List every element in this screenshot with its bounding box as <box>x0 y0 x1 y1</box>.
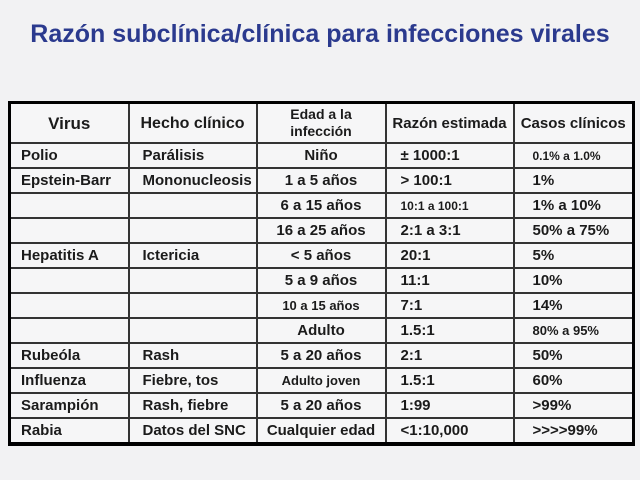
table-row: Epstein-Barr Mononucleosis 1 a 5 años > 100… <box>8 167 635 194</box>
table-cell: 2:1 <box>384 342 515 369</box>
table-cell: Adulto <box>255 317 387 344</box>
table-cell: Niño <box>255 142 387 169</box>
table-row: 10 a 15 años 7:1 14% <box>8 292 635 319</box>
table-cell: Sarampión <box>8 392 130 419</box>
table-cell: 5 a 9 años <box>255 267 387 294</box>
table-cell: >>>>99% <box>512 417 635 445</box>
table-cell: Datos del SNC <box>127 417 258 445</box>
table-cell <box>8 292 130 319</box>
table-cell: Rubeóla <box>8 342 130 369</box>
table-cell <box>127 267 258 294</box>
header-cell-edad-infeccion: Edad a la infección <box>255 101 387 144</box>
table-row: 16 a 25 años 2:1 a 3:1 50% a 75% <box>8 217 635 244</box>
table-cell: 1% <box>512 167 635 194</box>
table-cell: 60% <box>512 367 635 394</box>
table-cell <box>127 192 258 219</box>
table-cell: Cualquier edad <box>255 417 387 445</box>
table-cell <box>127 317 258 344</box>
table-cell: Influenza <box>8 367 130 394</box>
table-cell <box>8 267 130 294</box>
table-cell: 16 a 25 años <box>255 217 387 244</box>
table-cell: Ictericia <box>127 242 258 269</box>
table-cell <box>8 217 130 244</box>
header-cell-casos-clinicos: Casos clínicos <box>512 101 635 144</box>
table-cell: 14% <box>512 292 635 319</box>
table-cell: Rabia <box>8 417 130 445</box>
table-cell: >99% <box>512 392 635 419</box>
table-row: Sarampión Rash, fiebre 5 a 20 años 1:99 >99% <box>8 392 635 419</box>
table-cell: 20:1 <box>384 242 515 269</box>
table-cell: Polio <box>8 142 130 169</box>
table-row: Hepatitis A Ictericia < 5 años 20:1 5% <box>8 242 635 269</box>
table-cell: 1.5:1 <box>384 367 515 394</box>
table-cell: Rash, fiebre <box>127 392 258 419</box>
table-header-row: Virus Hecho clínico Edad a la infección … <box>8 101 635 144</box>
table-cell <box>127 292 258 319</box>
table-cell: 6 a 15 años <box>255 192 387 219</box>
table-cell: Adulto joven <box>255 367 387 394</box>
header-cell-hecho-clinico: Hecho clínico <box>127 101 258 144</box>
table-cell: 1:99 <box>384 392 515 419</box>
table-cell: Mononucleosis <box>127 167 258 194</box>
table-cell: Hepatitis A <box>8 242 130 269</box>
table-cell: Epstein-Barr <box>8 167 130 194</box>
table-cell: 50% a 75% <box>512 217 635 244</box>
table-row: Polio Parálisis Niño ± 1000:1 0.1% a 1.0% <box>8 142 635 169</box>
table-cell: ± 1000:1 <box>384 142 515 169</box>
table-row: 5 a 9 años 11:1 10% <box>8 267 635 294</box>
table-row: Rubeóla Rash 5 a 20 años 2:1 50% <box>8 342 635 369</box>
table-cell: <1:10,000 <box>384 417 515 445</box>
table-cell: 10:1 a 100:1 <box>384 192 515 219</box>
table-cell: < 5 años <box>255 242 387 269</box>
table-cell <box>127 217 258 244</box>
table-row: 6 a 15 años 10:1 a 100:1 1% a 10% <box>8 192 635 219</box>
table-cell <box>8 192 130 219</box>
table-cell: 10% <box>512 267 635 294</box>
table-row: Adulto 1.5:1 80% a 95% <box>8 317 635 344</box>
table-cell: > 100:1 <box>384 167 515 194</box>
header-cell-razon-estimada: Razón estimada <box>384 101 515 144</box>
table-cell: 11:1 <box>384 267 515 294</box>
header-cell-virus: Virus <box>8 101 130 144</box>
table-cell: 1% a 10% <box>512 192 635 219</box>
table-cell: 5 a 20 años <box>255 342 387 369</box>
table-cell: 0.1% a 1.0% <box>512 142 635 169</box>
table-row: Influenza Fiebre, tos Adulto joven 1.5:1 60% <box>8 367 635 394</box>
table-cell: 5% <box>512 242 635 269</box>
table-cell: 1 a 5 años <box>255 167 387 194</box>
table-cell: 5 a 20 años <box>255 392 387 419</box>
table-body: Polio Parálisis Niño ± 1000:1 0.1% a 1.0% Eps… <box>8 142 635 445</box>
table-cell: Rash <box>127 342 258 369</box>
ratio-table: Virus Hecho clínico Edad a la infección … <box>8 101 635 446</box>
table-cell <box>8 317 130 344</box>
table-cell: Fiebre, tos <box>127 367 258 394</box>
table-cell: 80% a 95% <box>512 317 635 344</box>
table-cell: Parálisis <box>127 142 258 169</box>
table-row: Rabia Datos del SNC Cualquier edad <1:10,00… <box>8 417 635 445</box>
table-cell: 10 a 15 años <box>255 292 387 319</box>
table-cell: 50% <box>512 342 635 369</box>
table-cell: 7:1 <box>384 292 515 319</box>
table-cell: 2:1 a 3:1 <box>384 217 515 244</box>
table-cell: 1.5:1 <box>384 317 515 344</box>
slide-title: Razón subclínica/clínica para infeccione… <box>30 20 610 48</box>
